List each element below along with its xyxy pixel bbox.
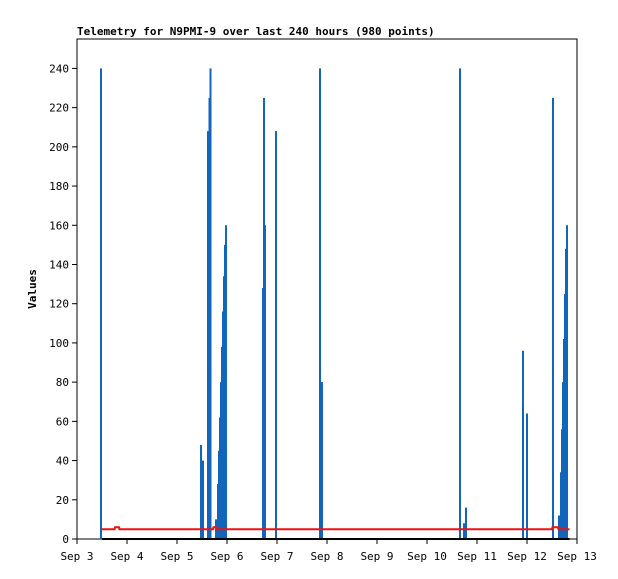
y-tick-label: 60 (56, 415, 69, 428)
x-tick-label: Sep 13 (557, 550, 597, 563)
x-tick-label: Sep 3 (60, 550, 93, 563)
y-tick-label: 140 (49, 258, 69, 271)
y-axis-label: Values (26, 269, 39, 309)
y-tick-label: 100 (49, 337, 69, 350)
y-tick-label: 20 (56, 494, 69, 507)
x-tick-label: Sep 7 (260, 550, 293, 563)
y-tick-label: 180 (49, 180, 69, 193)
y-tick-label: 80 (56, 376, 69, 389)
y-tick-label: 0 (62, 533, 69, 546)
y-tick-label: 220 (49, 102, 69, 115)
x-tick-label: Sep 9 (360, 550, 393, 563)
y-tick-label: 200 (49, 141, 69, 154)
y-tick-label: 40 (56, 455, 69, 468)
x-tick-label: Sep 5 (160, 550, 193, 563)
x-tick-label: Sep 8 (310, 550, 343, 563)
series-1 (102, 526, 570, 531)
x-axis: Sep 3 Sep 4 Sep 5 Sep 6 Sep 7 Sep 8 Sep 9 Sep 1… (60, 539, 597, 563)
x-tick-label: Sep 4 (110, 550, 143, 563)
series-line (102, 526, 570, 531)
y-tick-label: 240 (49, 62, 69, 75)
x-tick-label: Sep 10 (407, 550, 447, 563)
chart-title: Telemetry for N9PMI-9 over last 240 hour… (77, 25, 435, 38)
x-tick-label: Sep 6 (210, 550, 243, 563)
series-0 (100, 68, 568, 539)
x-tick-label: Sep 11 (457, 550, 497, 563)
y-axis: 0 20 40 60 80 100 120 140 160 180 200 220 240 (49, 62, 77, 546)
y-tick-label: 120 (49, 298, 69, 311)
y-tick-label: 160 (49, 219, 69, 232)
x-tick-label: Sep 12 (507, 550, 547, 563)
series-layer (100, 68, 570, 540)
plot-frame (76, 38, 578, 540)
